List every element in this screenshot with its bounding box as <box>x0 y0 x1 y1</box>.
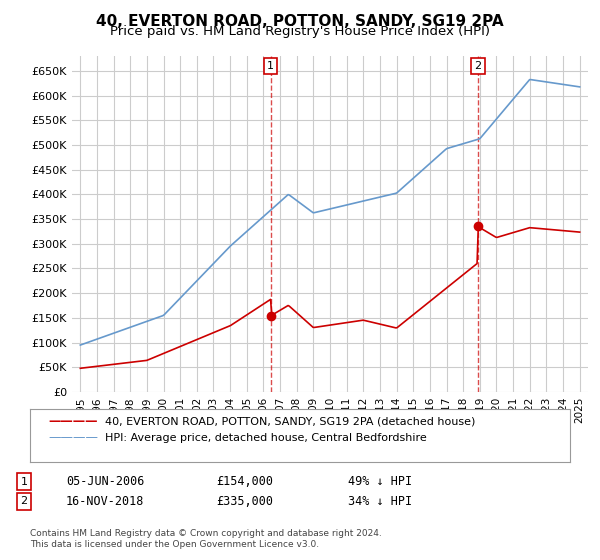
Text: 2: 2 <box>474 61 481 71</box>
Text: 1: 1 <box>20 477 28 487</box>
Text: ————: ———— <box>48 414 97 428</box>
Text: Contains HM Land Registry data © Crown copyright and database right 2024.
This d: Contains HM Land Registry data © Crown c… <box>30 529 382 549</box>
Text: 40, EVERTON ROAD, POTTON, SANDY, SG19 2PA (detached house): 40, EVERTON ROAD, POTTON, SANDY, SG19 2P… <box>105 416 475 426</box>
Text: 34% ↓ HPI: 34% ↓ HPI <box>348 494 412 508</box>
Text: £154,000: £154,000 <box>216 475 273 488</box>
Text: 1: 1 <box>267 61 274 71</box>
Text: 05-JUN-2006: 05-JUN-2006 <box>66 475 145 488</box>
Text: 49% ↓ HPI: 49% ↓ HPI <box>348 475 412 488</box>
Text: ————: ———— <box>48 431 98 445</box>
Text: 40, EVERTON ROAD, POTTON, SANDY, SG19 2PA: 40, EVERTON ROAD, POTTON, SANDY, SG19 2P… <box>96 14 504 29</box>
Text: HPI: Average price, detached house, Central Bedfordshire: HPI: Average price, detached house, Cent… <box>105 433 427 443</box>
Text: 2: 2 <box>20 496 28 506</box>
Text: Price paid vs. HM Land Registry's House Price Index (HPI): Price paid vs. HM Land Registry's House … <box>110 25 490 38</box>
Text: £335,000: £335,000 <box>216 494 273 508</box>
Text: 16-NOV-2018: 16-NOV-2018 <box>66 494 145 508</box>
